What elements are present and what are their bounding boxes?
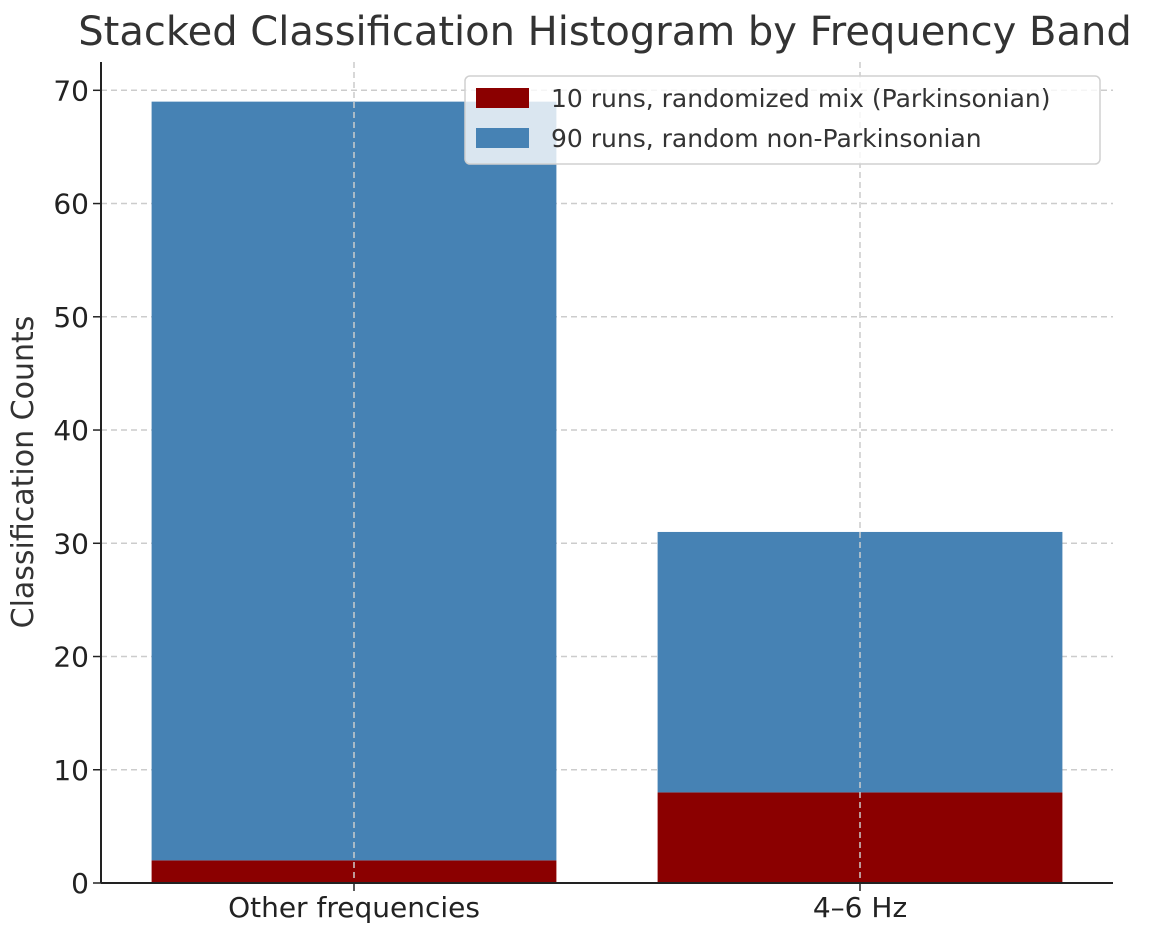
y-tick-label: 40 — [53, 414, 89, 447]
legend-label: 90 runs, random non-Parkinsonian — [551, 124, 982, 153]
bar-segment — [151, 860, 557, 883]
y-tick-label: 60 — [53, 188, 89, 221]
legend-box — [464, 75, 1101, 165]
chart-title: Stacked Classification Histogram by Freq… — [78, 9, 1131, 55]
x-tick-label: 4–6 Hz — [813, 891, 907, 924]
legend-swatch — [476, 128, 529, 148]
legend: 10 runs, randomized mix (Parkinsonian) 90… — [464, 75, 1101, 165]
vertical-grid-lines — [353, 62, 861, 883]
bars — [151, 101, 1063, 883]
y-tick-label: 20 — [53, 641, 89, 674]
axes: 0 10 20 30 40 50 60 70 Other frequencies 4–6 Hz — [53, 62, 1113, 924]
legend-label: 10 runs, randomized mix (Parkinsonian) — [551, 84, 1051, 113]
y-tick-label: 70 — [53, 74, 89, 107]
legend-swatch — [476, 88, 529, 108]
y-tick-label: 0 — [71, 867, 89, 900]
x-tick-label: Other frequencies — [228, 891, 480, 924]
y-tick-label: 10 — [53, 754, 89, 787]
y-tick-label: 30 — [53, 527, 89, 560]
y-tick-label: 50 — [53, 301, 89, 334]
y-axis-label: Classification Counts — [6, 316, 41, 629]
